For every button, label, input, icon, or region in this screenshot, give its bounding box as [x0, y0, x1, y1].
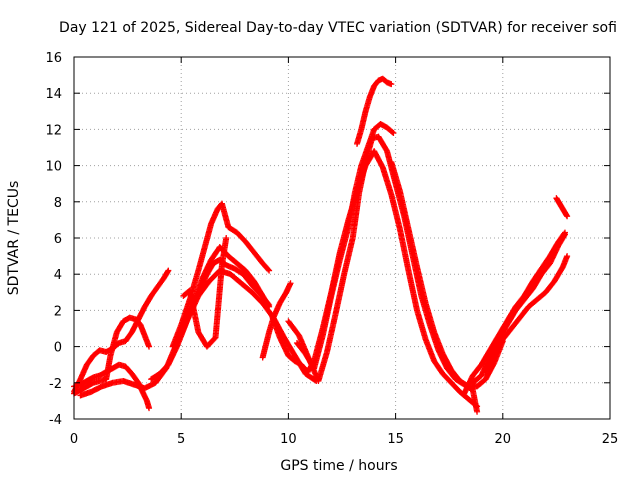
- y-tick-label: 8: [54, 196, 62, 211]
- x-tick-label: 25: [602, 432, 619, 447]
- data-point: [265, 300, 272, 307]
- x-tick-label: 10: [280, 432, 297, 447]
- data-point: [564, 213, 571, 220]
- y-tick-label: 6: [54, 232, 62, 247]
- x-tick-label: 15: [387, 432, 404, 447]
- chart-title: Day 121 of 2025, Sidereal Day-to-day VTE…: [59, 20, 617, 36]
- y-tick-label: 14: [45, 87, 62, 102]
- series-track-m: [354, 75, 395, 147]
- series-track-i: [259, 280, 294, 361]
- y-tick-label: -2: [49, 377, 62, 392]
- data-point: [146, 343, 153, 350]
- y-tick-label: 10: [45, 160, 62, 175]
- series-track-h: [180, 235, 230, 350]
- series-track-p: [469, 231, 568, 386]
- data-points: [71, 75, 571, 415]
- y-tick-label: 16: [45, 51, 62, 66]
- y-tick-label: -4: [49, 413, 62, 428]
- axis-ticks: [73, 56, 611, 420]
- x-tick-label: 20: [495, 432, 512, 447]
- series-track-b: [71, 314, 153, 397]
- data-point: [165, 267, 172, 274]
- series-track-l: [293, 120, 397, 372]
- data-point: [564, 253, 571, 260]
- data-point: [390, 130, 397, 137]
- x-tick-label: 0: [70, 432, 78, 447]
- y-tick-label: 4: [54, 268, 62, 283]
- x-tick-labels: 0 5 10 15 20 25: [70, 432, 618, 447]
- series-track-q: [482, 253, 571, 375]
- data-point: [287, 280, 294, 287]
- data-point: [146, 405, 153, 412]
- data-point: [266, 301, 273, 308]
- y-tick-label: 12: [45, 123, 62, 138]
- data-point: [223, 235, 230, 241]
- y-axis-label: SDTVAR / TECUs: [6, 181, 22, 296]
- series-track-r: [553, 195, 571, 220]
- y-tick-label: 0: [54, 341, 62, 356]
- data-point: [388, 81, 395, 88]
- x-axis-label: GPS time / hours: [280, 458, 397, 474]
- data-point: [474, 408, 481, 415]
- y-tick-label: 2: [54, 304, 62, 319]
- x-tick-label: 5: [177, 432, 185, 447]
- data-point: [389, 129, 396, 136]
- data-point: [265, 266, 272, 273]
- data-point: [266, 267, 273, 274]
- data-point: [561, 231, 568, 238]
- y-tick-labels: -4 -2 0 2 4 6 8 10 12 14 16: [45, 51, 62, 428]
